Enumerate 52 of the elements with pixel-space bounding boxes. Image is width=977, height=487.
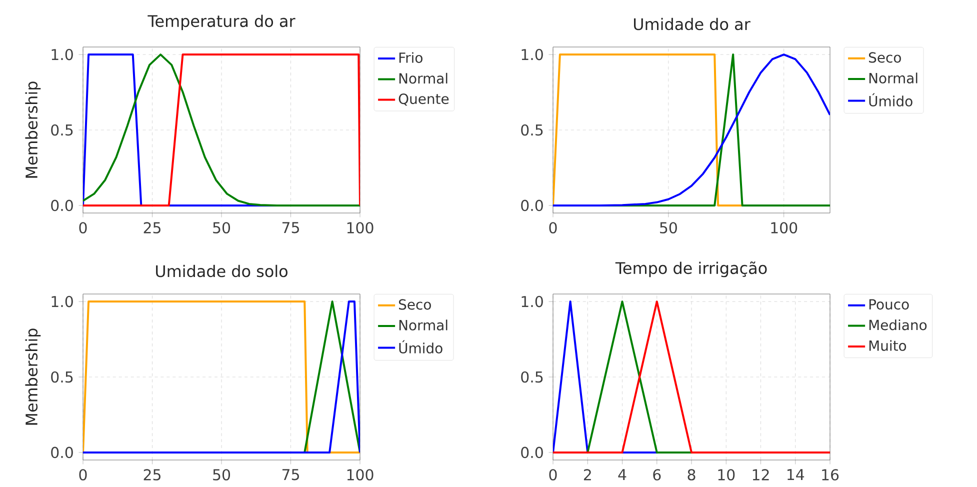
- x-tick-label: 50: [660, 222, 677, 234]
- x-tick-label: 100: [347, 222, 374, 234]
- legend-label: Seco: [398, 299, 431, 310]
- chart-title: Tempo de irrigação: [615, 261, 767, 278]
- y-tick-label: 0.0: [51, 446, 73, 458]
- y-tick-label: 0.5: [521, 124, 543, 136]
- x-tick-label: 12: [752, 469, 769, 480]
- legend-label: Pouco: [869, 299, 909, 310]
- y-tick-label: 0.5: [51, 124, 73, 136]
- x-tick-label: 4: [618, 469, 626, 480]
- x-tick-label: 100: [347, 469, 374, 480]
- y-tick-label: 0.0: [521, 446, 543, 458]
- x-tick-label: 0: [549, 222, 557, 234]
- y-tick-label: 1.0: [522, 48, 543, 60]
- x-tick-label: 16: [822, 469, 839, 480]
- x-tick-label: 8: [688, 469, 696, 480]
- x-tick-label: 6: [653, 469, 661, 480]
- y-tick-label: 1.0: [52, 296, 73, 308]
- legend-label: Frio: [399, 52, 422, 63]
- legend-label: Seco: [868, 52, 901, 63]
- x-tick-label: 0: [79, 222, 87, 234]
- x-tick-label: 75: [282, 222, 299, 234]
- x-tick-label: 10: [718, 469, 735, 480]
- legend-label: Úmido: [399, 340, 442, 354]
- legend-label: Normal: [399, 72, 448, 84]
- y-axis-title: Membership: [25, 82, 41, 178]
- x-tick-label: 25: [144, 222, 160, 234]
- x-tick-label: 2: [584, 469, 591, 480]
- y-tick-label: 0.0: [521, 200, 543, 212]
- y-tick-label: 1.0: [52, 48, 73, 60]
- y-tick-label: 0.0: [51, 200, 73, 212]
- y-tick-label: 0.5: [521, 371, 543, 383]
- chart-title: Umidade do solo: [156, 264, 288, 278]
- y-axis-title: Membership: [25, 328, 41, 425]
- x-tick-label: 100: [771, 222, 798, 234]
- x-tick-label: 75: [282, 469, 299, 480]
- legend-label: Normal: [399, 320, 448, 330]
- x-tick-label: 50: [213, 222, 230, 234]
- chart-title: Temperatura do ar: [148, 14, 296, 30]
- legend-label: Mediano: [869, 319, 927, 330]
- legend-label: Muito: [869, 340, 906, 351]
- x-tick-label: 14: [788, 469, 804, 480]
- x-tick-label: 25: [144, 469, 160, 480]
- legend-label: Quente: [398, 94, 449, 106]
- y-tick-label: 0.5: [51, 371, 73, 383]
- chart-title: Umidade do ar: [634, 18, 750, 30]
- legend-label: Normal: [869, 72, 918, 84]
- legend-label: Úmido: [869, 93, 912, 106]
- x-tick-label: 0: [79, 469, 87, 480]
- x-tick-label: 50: [213, 469, 230, 480]
- y-tick-label: 1.0: [522, 296, 543, 308]
- x-tick-label: 0: [549, 469, 557, 480]
